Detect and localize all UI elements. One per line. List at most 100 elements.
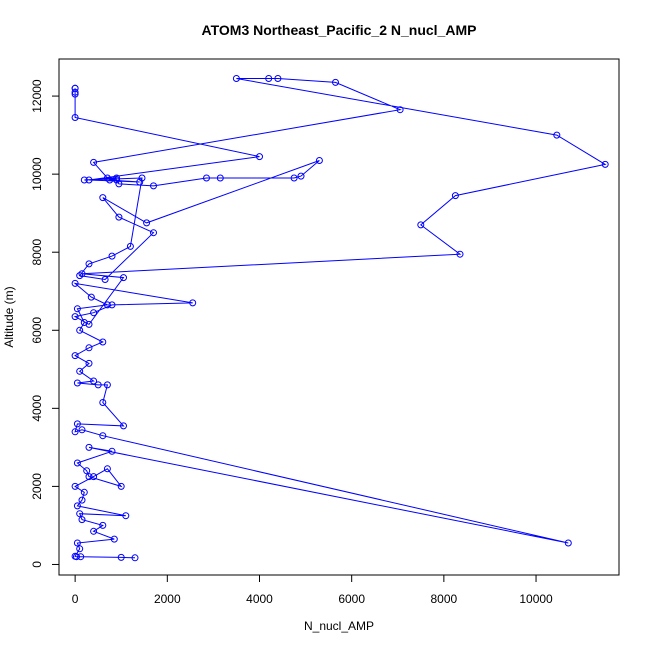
data-point xyxy=(451,192,459,200)
data-point xyxy=(71,482,79,490)
data-point xyxy=(85,443,93,451)
y-axis-label: Altitude (m) xyxy=(2,286,16,347)
data-point xyxy=(126,242,134,250)
series-layer xyxy=(71,75,609,562)
y-tick-label: 6000 xyxy=(30,317,44,344)
data-point xyxy=(150,182,157,190)
data-point xyxy=(136,178,144,186)
data-point xyxy=(553,131,561,139)
data-point xyxy=(80,176,88,184)
x-axis: 0 2000 4000 6000 8000 10000 xyxy=(72,574,553,606)
data-point xyxy=(216,174,224,182)
data-point xyxy=(564,539,572,547)
x-tick-label: 0 xyxy=(72,592,79,606)
data-point xyxy=(103,174,111,182)
data-point xyxy=(315,157,323,164)
data-point xyxy=(113,174,121,182)
data-point xyxy=(99,194,107,202)
data-point xyxy=(396,106,404,114)
data-point xyxy=(138,174,146,182)
data-point xyxy=(90,473,98,481)
data-point xyxy=(71,84,79,92)
x-tick-label: 8000 xyxy=(431,592,458,606)
y-tick-label: 2000 xyxy=(30,473,44,500)
data-point xyxy=(189,299,197,307)
data-point xyxy=(601,160,609,168)
data-point xyxy=(90,527,98,535)
data-point xyxy=(80,319,88,326)
data-point xyxy=(143,219,151,227)
data-point xyxy=(117,482,125,490)
data-point xyxy=(108,252,116,260)
data-point xyxy=(85,473,93,481)
data-point xyxy=(71,114,79,121)
data-point xyxy=(103,465,111,473)
data-point xyxy=(108,301,116,309)
x-tick-label: 10000 xyxy=(519,592,553,606)
data-point xyxy=(115,180,123,188)
data-point xyxy=(85,344,93,352)
y-tick-label: 0 xyxy=(30,561,44,568)
data-point xyxy=(73,539,81,547)
data-point xyxy=(290,174,298,182)
data-point xyxy=(78,426,86,434)
data-point xyxy=(120,422,127,430)
data-point xyxy=(87,293,95,301)
data-point xyxy=(83,467,91,475)
data-point xyxy=(71,88,79,96)
data-point xyxy=(456,250,464,258)
data-point xyxy=(71,279,79,287)
data-point xyxy=(232,75,240,82)
data-point xyxy=(110,535,118,543)
y-tick-label: 12000 xyxy=(30,79,44,113)
data-point xyxy=(73,379,81,387)
data-point xyxy=(71,428,79,436)
data-point xyxy=(71,552,79,560)
data-point xyxy=(332,78,339,86)
x-tick-label: 6000 xyxy=(338,592,365,606)
data-point xyxy=(85,320,93,328)
data-point xyxy=(113,176,121,184)
data-point xyxy=(106,176,114,184)
data-point xyxy=(85,359,93,367)
data-point xyxy=(117,553,125,561)
data-point xyxy=(71,352,79,360)
series-line xyxy=(73,78,607,559)
data-point xyxy=(115,213,123,221)
data-point xyxy=(99,338,107,346)
data-point xyxy=(73,420,81,428)
data-point xyxy=(108,447,116,455)
data-point xyxy=(297,172,305,180)
data-point xyxy=(76,326,84,334)
data-point xyxy=(73,502,81,510)
data-point xyxy=(78,516,86,524)
chart-title: ATOM3 Northeast_Pacific_2 N_nucl_AMP xyxy=(202,22,477,38)
data-point xyxy=(103,301,111,309)
data-point xyxy=(80,488,88,496)
y-tick-label: 4000 xyxy=(30,395,44,422)
x-tick-label: 2000 xyxy=(154,592,181,606)
data-point xyxy=(417,221,425,229)
data-point xyxy=(101,276,109,283)
data-point xyxy=(256,153,263,161)
y-tick-label: 8000 xyxy=(30,239,44,266)
data-point xyxy=(99,399,107,406)
data-point xyxy=(76,545,84,553)
x-tick-label: 4000 xyxy=(246,592,273,606)
y-tick-label: 10000 xyxy=(30,157,44,191)
data-point xyxy=(274,75,282,82)
data-point xyxy=(131,554,139,562)
data-point xyxy=(99,432,107,440)
data-point xyxy=(85,260,93,268)
data-point xyxy=(76,510,84,518)
data-point xyxy=(73,459,81,467)
data-point xyxy=(150,229,157,237)
data-point xyxy=(122,512,130,520)
y-axis: 0 2000 4000 6000 8000 10000 12000 xyxy=(30,79,60,568)
data-point xyxy=(203,174,210,182)
data-point xyxy=(103,381,111,389)
data-point xyxy=(78,270,86,278)
x-axis-label: N_nucl_AMP xyxy=(304,619,374,633)
data-point xyxy=(265,75,273,82)
